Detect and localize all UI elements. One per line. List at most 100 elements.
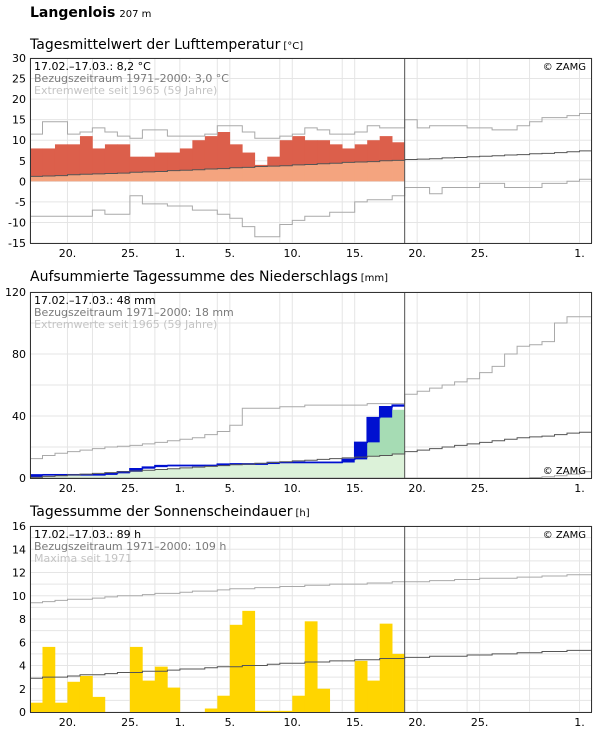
temperature-normal-bar <box>267 166 281 182</box>
temperature-normal-bar <box>292 164 306 182</box>
temperature-y-tick-label: 15 <box>12 114 26 127</box>
temperature-x-tick-label: 20. <box>408 247 426 260</box>
temperature-anomaly-bar <box>217 132 231 169</box>
precipitation-excess-fill <box>392 409 405 454</box>
precipitation-x-tick-label: 20. <box>408 482 426 495</box>
temperature-unit: [°C] <box>283 41 304 52</box>
sunshine-bar <box>229 624 243 712</box>
temperature-normal-line <box>30 150 592 177</box>
temperature-frame <box>30 58 592 244</box>
temperature-normal-bar <box>229 167 243 182</box>
temperature-normal-bar <box>104 173 118 182</box>
sunshine-bar <box>129 646 143 712</box>
temperature-legend-extremes: Extremwerte seit 1965 (59 Jahre) <box>34 84 217 97</box>
precipitation-normal-fill <box>279 462 293 478</box>
temperature-normal-bar <box>30 176 43 182</box>
sunshine-legend-reference: Bezugszeitraum 1971–2000: 109 h <box>34 540 226 553</box>
precipitation-daily-bar <box>267 462 281 465</box>
temperature-anomaly-bar <box>304 140 318 165</box>
sunshine-frame <box>30 526 592 713</box>
precipitation-normal-fill <box>79 474 93 478</box>
precipitation-normal-line <box>30 431 592 478</box>
temperature-title-text: Tagesmittelwert der Lufttemperatur <box>30 37 281 53</box>
station-name: Langenlois <box>30 5 116 21</box>
precipitation-normal-fill <box>54 475 68 478</box>
temperature-normal-bar <box>329 163 343 182</box>
sunshine-bar <box>42 646 56 712</box>
precipitation-x-tick-label: 5. <box>225 482 236 495</box>
precipitation-legend-extremes: Extremwerte seit 1965 (59 Jahre) <box>34 318 217 331</box>
temperature-normal-bar <box>304 164 318 182</box>
temperature-normal-bar <box>254 166 268 182</box>
sunshine-x-tick-label: 1. <box>574 716 585 729</box>
sunshine-x-tick-label: 20. <box>59 716 77 729</box>
precipitation-daily-bar <box>30 474 43 478</box>
temperature-x-tick-label: 20. <box>59 247 77 260</box>
temperature-y-tick-label: -10 <box>8 216 26 229</box>
precipitation-daily-bar <box>379 406 393 418</box>
temperature-anomaly-bar <box>379 136 393 161</box>
temperature-y-tick-label: 0 <box>19 175 26 188</box>
temperature-y-tick-label: 10 <box>12 134 26 147</box>
precipitation-legend-reference: Bezugszeitraum 1971–2000: 18 mm <box>34 306 234 319</box>
precipitation-x-tick-label: 25. <box>471 482 489 495</box>
temperature-anomaly-bar <box>42 148 56 176</box>
temperature-normal-bar <box>192 169 206 182</box>
sunshine-bar <box>317 688 331 712</box>
sunshine-bar <box>304 621 318 712</box>
temperature-anomaly-bar <box>342 148 356 163</box>
sunshine-normal-line <box>30 649 592 679</box>
temperature-normal-bar <box>217 168 231 182</box>
temperature-x-tick-label: 1. <box>574 247 585 260</box>
precipitation-normal-fill <box>117 471 131 478</box>
temperature-normal-bar <box>317 163 331 182</box>
precipitation-normal-fill <box>329 462 343 478</box>
sunshine-bar <box>217 695 231 712</box>
sunshine-bar <box>67 681 81 712</box>
temperature-anomaly-bar <box>254 164 268 167</box>
station-header: Langenlois 207 m <box>30 5 151 21</box>
sunshine-y-tick-label: 16 <box>12 520 26 533</box>
temperature-y-tick-label: 5 <box>19 155 26 168</box>
sunshine-unit: [h] <box>295 508 310 519</box>
temperature-anomaly-bar <box>167 152 181 171</box>
precipitation-normal-fill <box>179 467 193 478</box>
precipitation-normal-fill <box>167 468 181 478</box>
temperature-x-tick-label: 25. <box>121 247 139 260</box>
temperature-y-tick-label: -5 <box>15 196 26 209</box>
temperature-normal-bar <box>179 170 193 182</box>
temperature-normal-bar <box>342 162 356 182</box>
temperature-anomaly-bar <box>79 136 93 175</box>
precipitation-normal-fill <box>67 474 81 478</box>
precipitation-daily-bar <box>117 471 131 474</box>
temperature-anomaly-bar <box>129 156 143 173</box>
precipitation-excess-fill <box>379 411 393 456</box>
temperature-anomaly-bar <box>179 148 193 171</box>
sunshine-y-tick-label: 10 <box>12 590 26 603</box>
temperature-anomaly-bar <box>317 140 331 164</box>
temperature-min-extreme-line <box>30 178 592 238</box>
temperature-max-extreme-line <box>30 113 592 139</box>
sunshine-bar <box>204 708 218 712</box>
precipitation-normal-fill <box>342 459 356 478</box>
temperature-x-tick-label: 5. <box>225 247 236 260</box>
precipitation-normal-fill <box>129 471 143 478</box>
precipitation-x-tick-label: 15. <box>346 482 364 495</box>
sunshine-y-tick-label: 12 <box>12 567 26 580</box>
temperature-anomaly-bar <box>392 142 405 161</box>
precipitation-daily-bar <box>367 417 380 443</box>
precipitation-max-extreme-line <box>30 316 592 460</box>
sunshine-y-tick-label: 8 <box>19 613 26 626</box>
sunshine-x-tick-label: 10. <box>284 716 302 729</box>
temperature-normal-bar <box>379 160 393 182</box>
sunshine-copyright: © ZAMG <box>543 530 586 541</box>
sunshine-y-tick-label: 2 <box>19 683 26 696</box>
precipitation-y-tick-label: 120 <box>5 286 26 299</box>
precipitation-x-tick-label: 25. <box>121 482 139 495</box>
sunshine-bar <box>354 660 368 712</box>
precipitation-normal-fill <box>204 466 218 478</box>
sunshine-bar <box>79 675 93 712</box>
temperature-normal-bar <box>392 160 405 182</box>
sunshine-max-line <box>30 574 592 604</box>
